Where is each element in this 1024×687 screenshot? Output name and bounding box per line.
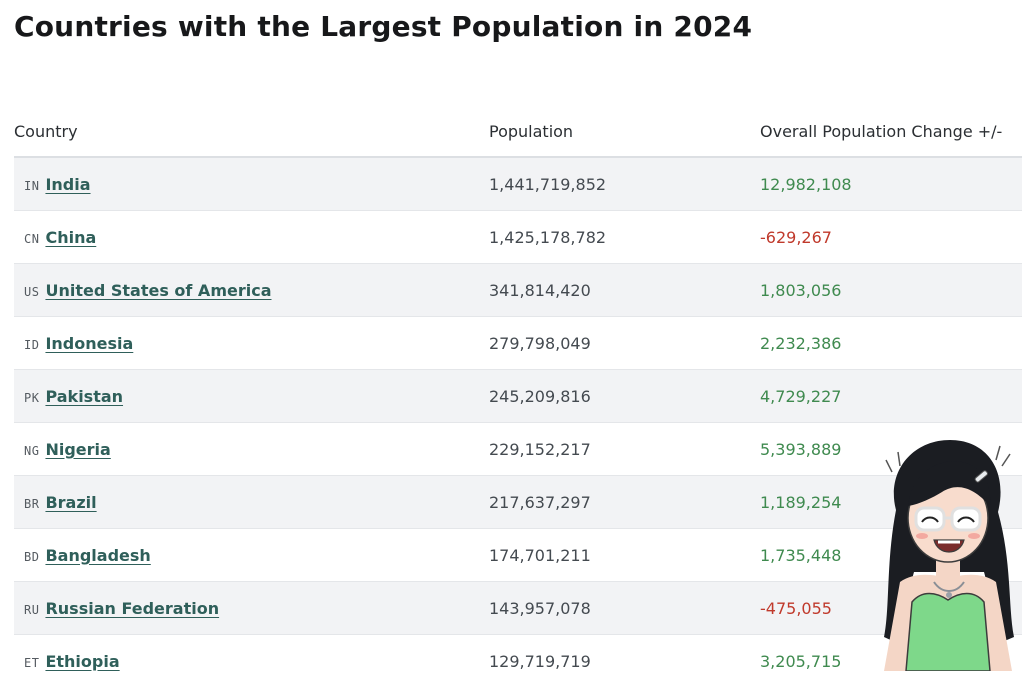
country-code: RU (24, 603, 39, 617)
population-cell: 174,701,211 (489, 529, 760, 582)
country-cell: ID Indonesia (14, 317, 489, 370)
country-code: ET (24, 656, 39, 670)
country-cell: ET Ethiopia (14, 635, 489, 687)
country-link[interactable]: Indonesia (45, 334, 133, 353)
country-link[interactable]: United States of America (45, 281, 271, 300)
population-cell: 245,209,816 (489, 370, 760, 423)
country-code: NG (24, 444, 39, 458)
column-header-population-change[interactable]: Overall Population Change +/- (760, 106, 1022, 157)
population-cell: 1,425,178,782 (489, 211, 760, 264)
country-cell: IN India (14, 157, 489, 211)
country-cell: NG Nigeria (14, 423, 489, 476)
country-cell: BD Bangladesh (14, 529, 489, 582)
population-cell: 1,441,719,852 (489, 157, 760, 211)
table-header-row: Country Population Overall Population Ch… (14, 106, 1022, 157)
column-header-population[interactable]: Population (489, 106, 760, 157)
country-cell: US United States of America (14, 264, 489, 317)
country-link[interactable]: India (45, 175, 90, 194)
country-link[interactable]: Bangladesh (45, 546, 150, 565)
population-change-cell: -629,267 (760, 211, 1022, 264)
country-code: CN (24, 232, 39, 246)
population-change-cell: 4,729,227 (760, 370, 1022, 423)
country-code: PK (24, 391, 39, 405)
country-link[interactable]: Russian Federation (45, 599, 219, 618)
country-cell: BR Brazil (14, 476, 489, 529)
page-title: Countries with the Largest Population in… (14, 10, 752, 43)
population-cell: 217,637,297 (489, 476, 760, 529)
country-link[interactable]: China (45, 228, 96, 247)
country-link[interactable]: Nigeria (45, 440, 110, 459)
cartoon-girl-illustration (862, 432, 1024, 671)
country-cell: PK Pakistan (14, 370, 489, 423)
country-code: BD (24, 550, 39, 564)
population-cell: 229,152,217 (489, 423, 760, 476)
population-change-cell: 1,803,056 (760, 264, 1022, 317)
table-row: CN China 1,425,178,782-629,267 (14, 211, 1022, 264)
country-link[interactable]: Brazil (45, 493, 96, 512)
country-link[interactable]: Ethiopia (45, 652, 119, 671)
country-cell: CN China (14, 211, 489, 264)
country-code: US (24, 285, 39, 299)
country-code: IN (24, 179, 39, 193)
country-link[interactable]: Pakistan (45, 387, 123, 406)
country-cell: RU Russian Federation (14, 582, 489, 635)
population-change-cell: 12,982,108 (760, 157, 1022, 211)
country-code: BR (24, 497, 39, 511)
country-code: ID (24, 338, 39, 352)
population-cell: 143,957,078 (489, 582, 760, 635)
population-cell: 341,814,420 (489, 264, 760, 317)
column-header-country[interactable]: Country (14, 106, 489, 157)
population-change-cell: 2,232,386 (760, 317, 1022, 370)
population-cell: 279,798,049 (489, 317, 760, 370)
population-cell: 129,719,719 (489, 635, 760, 687)
